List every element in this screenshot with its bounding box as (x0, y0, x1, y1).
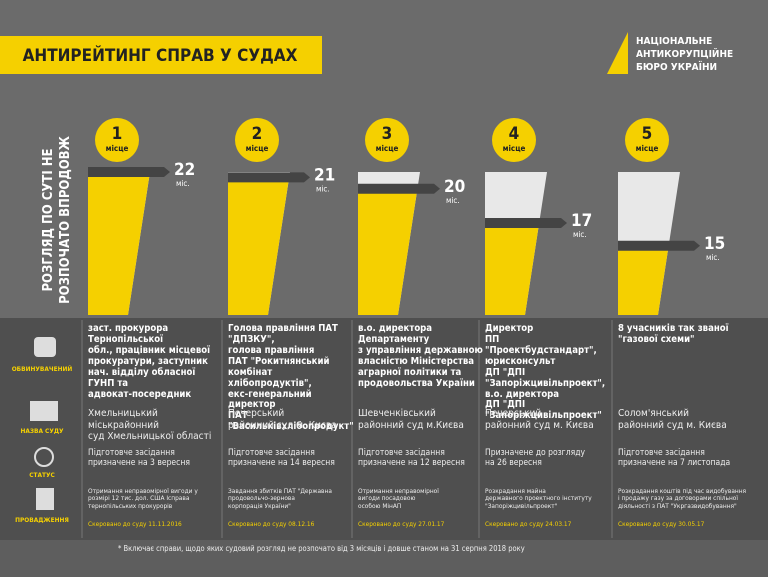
rank-badge (95, 118, 139, 162)
rank-word: місце (503, 143, 526, 153)
rank-label: 2 (252, 124, 263, 144)
title-banner (0, 36, 322, 74)
axis-label-line: РОЗПОЧАТО ВПРОДОВЖ (58, 135, 73, 304)
pointer (228, 172, 310, 183)
sent-date: Скеровано до суду 08.12.16 (228, 520, 315, 528)
axis-label: РОЗГЛЯД ПО СУТІ НЕ РОЗПОЧАТО ВПРОДОВЖ (41, 135, 73, 304)
status: Призначене до розгляду на 26 вересня (485, 448, 586, 468)
status: Підготовче засідання призначене на 12 ве… (358, 448, 465, 468)
court: Хмельницький міськрайонний суд Хмельниць… (88, 408, 212, 442)
status: Підготовче засідання призначене на 7 лис… (618, 448, 731, 468)
status: Підготовче засідання призначене на 14 ве… (228, 448, 335, 468)
rank-badge (492, 118, 536, 162)
rank-badge (235, 118, 279, 162)
row-label: НАЗВА СУДУ (20, 427, 64, 435)
proceeding: Отримання неправомірної вигоди у розмірі… (88, 487, 198, 510)
value-label: 17 (571, 211, 592, 231)
row-label: ПРОВАДЖЕННЯ (15, 516, 69, 524)
sent-date: Скеровано до суду 27.01.17 (358, 520, 445, 528)
court: Печерський районний суд м. Києва (228, 408, 337, 431)
logo-line: БЮРО УКРАЇНИ (636, 59, 717, 73)
title: АНТИРЕЙТИНГ СПРАВ У СУДАХ (23, 44, 298, 66)
sent-date: Скеровано до суду 30.05.17 (618, 520, 705, 528)
unit-label: міс. (706, 253, 720, 262)
court: Солом'янський районний суд м. Києва (618, 408, 727, 431)
rank-label: 4 (509, 124, 520, 144)
rank-word: місце (246, 143, 269, 153)
value-label: 20 (444, 177, 465, 197)
bar (358, 188, 418, 315)
proceeding: Завдання збитків ПАТ "Державна продоволь… (228, 487, 332, 510)
court: Печерський районний суд м. Києва (485, 408, 594, 431)
icon-status (34, 447, 54, 467)
value-label: 15 (704, 234, 725, 254)
status: Підготовче засідання призначене на 3 вер… (88, 448, 190, 468)
axis-label-line: РОЗГЛЯД ПО СУТІ НЕ (41, 148, 56, 291)
value-label: 22 (174, 160, 195, 180)
bar (485, 223, 540, 315)
footnote: * Включає справи, щодо яких судовий розг… (118, 544, 525, 553)
rank-badge (625, 118, 669, 162)
rank-label: 1 (112, 124, 123, 144)
accused: Голова правління ПАТ "ДПЗКУ", голова пра… (228, 323, 354, 433)
accused: 8 учасників так званої "газової схеми" (618, 323, 729, 345)
proceeding: Отримання неправомірної вигоди посадовою… (358, 487, 439, 510)
court: Шевченківський районний суд м.Києва (358, 408, 464, 431)
accused: заст. прокурора Тернопільської обл., пра… (88, 323, 211, 400)
pointer (358, 183, 440, 194)
icon-accused (34, 337, 56, 357)
pointer (88, 167, 170, 177)
rank-label: 3 (382, 124, 393, 144)
sent-date: Скеровано до суду 11.11.2016 (88, 520, 182, 528)
unit-label: міс. (176, 179, 190, 188)
row-label: СТАТУС (29, 471, 55, 479)
bar (618, 245, 669, 315)
row-label: ОБВИНУВАЧЕНИЙ (11, 365, 73, 373)
sent-date: Скеровано до суду 24.03.17 (485, 520, 572, 528)
row-icons (30, 337, 58, 510)
unit-label: міс. (446, 196, 460, 205)
logo-mark (607, 32, 628, 74)
accused: Директор ПП "Проектбудстандарт", юрискон… (485, 323, 606, 422)
value-label: 21 (314, 165, 335, 185)
proceeding: Розкрадання коштів під час видобування і… (618, 487, 747, 510)
logo-line: АНТИКОРУПЦІЙНЕ (636, 47, 733, 60)
logo-line: НАЦІОНАЛЬНЕ (636, 36, 712, 47)
table-band (0, 318, 768, 540)
icon-court (30, 401, 58, 421)
rank-badge (365, 118, 409, 162)
rank-label: 5 (642, 124, 653, 144)
bar (88, 172, 150, 315)
rank-word: місце (636, 143, 659, 153)
unit-label: міс. (316, 184, 330, 193)
pointer (618, 240, 700, 251)
accused: в.о. директора Департаменту з управління… (358, 323, 483, 389)
proceeding: Розкрадання майна державного проектного … (485, 487, 592, 510)
bar (228, 177, 290, 315)
pointer (485, 218, 567, 228)
unit-label: міс. (573, 230, 587, 239)
icon-proceeding (36, 488, 54, 510)
footer-band (0, 540, 768, 577)
rank-word: місце (376, 143, 399, 153)
rank-word: місце (106, 143, 129, 153)
